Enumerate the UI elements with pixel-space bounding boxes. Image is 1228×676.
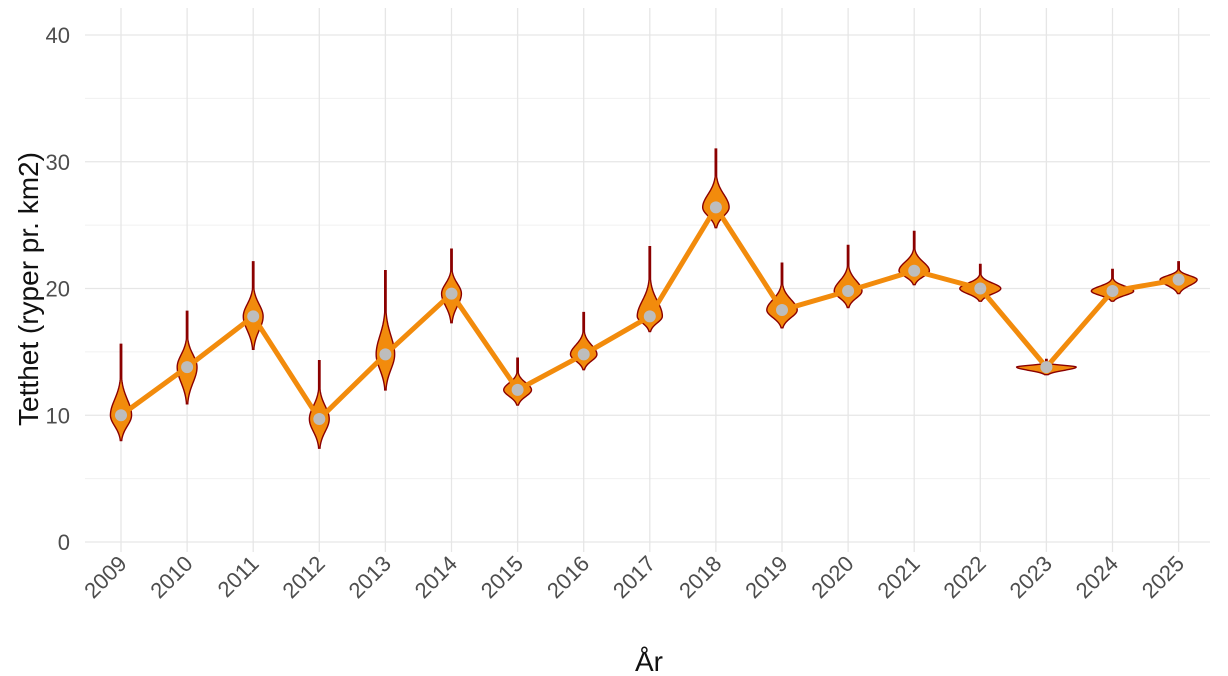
data-point — [577, 348, 590, 361]
x-tick-label: 2025 — [1137, 551, 1189, 603]
violin — [701, 148, 730, 229]
data-point — [247, 310, 260, 323]
data-point — [643, 310, 656, 323]
x-tick-label: 2017 — [608, 551, 660, 603]
x-tick-label: 2020 — [806, 551, 858, 603]
x-tick-label: 2009 — [79, 551, 131, 603]
violin — [503, 357, 533, 406]
x-tick-label: 2010 — [145, 551, 197, 603]
data-point — [181, 361, 194, 374]
x-tick-label: 2019 — [740, 551, 792, 603]
x-axis-ticks: 2009 2010 2011 2012 2013 2014 2015 2016 2017 2018… — [79, 551, 1189, 603]
y-tick-label: 0 — [58, 530, 70, 555]
x-tick-label: 2014 — [410, 551, 462, 603]
data-point — [908, 264, 921, 277]
x-tick-label: 2013 — [344, 551, 396, 603]
data-point — [709, 201, 722, 214]
violin — [308, 360, 330, 449]
violins — [109, 148, 1198, 449]
x-tick-label: 2012 — [278, 551, 330, 603]
violin — [242, 261, 264, 351]
data-point — [776, 304, 788, 317]
y-tick-label: 10 — [46, 403, 70, 428]
y-tick-label: 40 — [46, 23, 70, 48]
x-tick-label: 2024 — [1071, 551, 1123, 603]
data-point — [1106, 285, 1119, 298]
x-tick-label: 2016 — [542, 551, 594, 603]
violin — [833, 244, 863, 309]
y-tick-label: 20 — [46, 277, 70, 302]
x-axis-title: År — [635, 646, 663, 676]
violin — [440, 248, 463, 324]
y-axis-title: Tetthet (ryper pr. km2) — [13, 152, 44, 426]
data-point — [1172, 273, 1185, 286]
x-tick-label: 2022 — [939, 551, 991, 603]
data-point — [379, 348, 392, 361]
violin — [176, 310, 198, 405]
data-point — [974, 282, 987, 295]
data-point — [1040, 361, 1053, 374]
x-tick-label: 2011 — [213, 551, 264, 602]
y-axis-ticks: 0 10 20 30 40 — [46, 23, 70, 555]
data-point — [511, 383, 524, 396]
x-tick-label: 2018 — [674, 551, 726, 603]
points — [115, 201, 1185, 426]
data-point — [115, 409, 127, 422]
data-point — [842, 285, 855, 298]
violin — [109, 343, 133, 442]
y-tick-label: 30 — [46, 150, 70, 175]
x-tick-label: 2023 — [1005, 551, 1057, 603]
data-point — [313, 413, 326, 426]
x-tick-label: 2015 — [476, 551, 528, 603]
x-tick-label: 2021 — [872, 551, 924, 603]
data-point — [445, 287, 458, 300]
